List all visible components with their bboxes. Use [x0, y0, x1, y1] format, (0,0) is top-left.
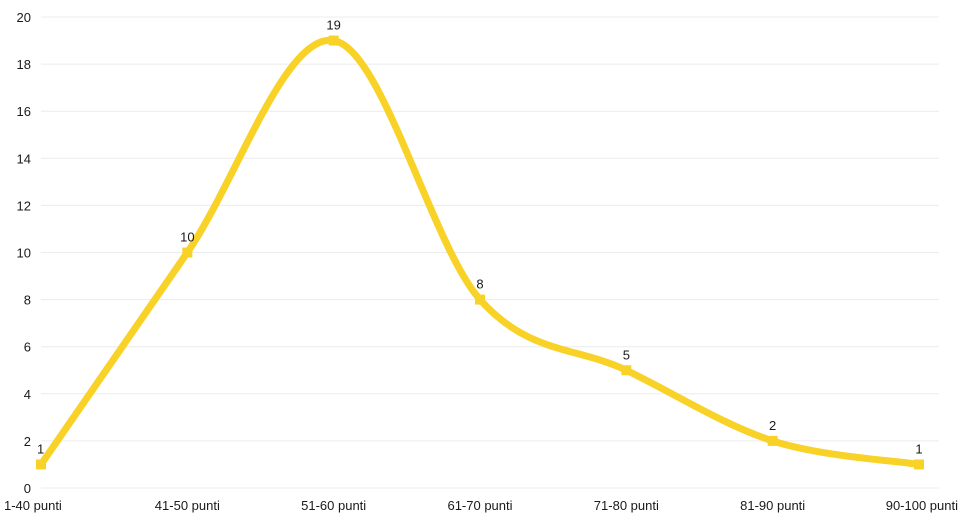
x-axis-ticks: 1-40 punti 41-50 punti 51-60 punti 61-70 pu…	[4, 498, 958, 513]
series-group	[36, 35, 924, 470]
x-tick-label: 51-60 punti	[301, 498, 366, 513]
y-tick-label: 12	[17, 198, 31, 213]
x-tick-label: 1-40 punti	[4, 498, 62, 513]
y-tick-label: 18	[17, 57, 31, 72]
y-tick-label: 8	[24, 293, 31, 308]
data-point	[36, 459, 46, 470]
data-label: 10	[180, 230, 194, 245]
y-axis-ticks: 0 2 4 6 8 10 12 14 16 18 20	[17, 10, 31, 496]
y-tick-label: 14	[17, 151, 31, 166]
data-point	[621, 365, 632, 376]
y-tick-label: 20	[17, 10, 31, 25]
x-tick-label: 41-50 punti	[155, 498, 220, 513]
data-point	[182, 247, 193, 258]
data-label: 5	[623, 347, 630, 362]
x-tick-label: 90-100 punti	[886, 498, 958, 513]
gridlines	[41, 16, 939, 489]
x-tick-label: 71-80 punti	[594, 498, 659, 513]
y-tick-label: 4	[24, 387, 31, 402]
y-tick-label: 10	[17, 246, 31, 261]
x-tick-label: 81-90 punti	[740, 498, 805, 513]
y-tick-label: 6	[24, 340, 31, 355]
data-label: 1	[37, 441, 44, 456]
x-tick-label: 61-70 punti	[447, 498, 512, 513]
data-labels: 1 10 19 8 5 2 1	[37, 18, 923, 457]
data-point	[767, 435, 778, 446]
data-point	[328, 35, 339, 46]
y-tick-label: 2	[24, 434, 31, 449]
data-point	[475, 294, 485, 305]
data-label: 1	[915, 441, 922, 456]
data-label: 2	[769, 418, 776, 433]
y-tick-label: 16	[17, 104, 31, 119]
data-label: 8	[476, 277, 483, 292]
y-tick-label: 0	[24, 481, 31, 496]
data-label: 19	[326, 18, 340, 33]
data-point	[914, 459, 924, 470]
